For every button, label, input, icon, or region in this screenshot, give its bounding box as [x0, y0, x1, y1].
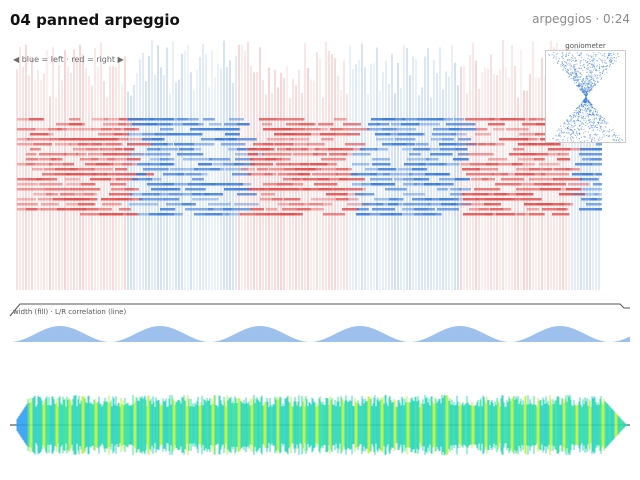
spectrogram-bars: [16, 40, 602, 290]
width-fill: [10, 326, 630, 342]
correlation-line: [9, 303, 630, 317]
pan-legend: ◀ blue = left · red = right ▶: [13, 55, 124, 64]
waveform: [10, 395, 630, 455]
waveform-body: [16, 395, 628, 455]
stereo-width-plot: [9, 303, 630, 342]
panned-spectrogram: [16, 40, 602, 290]
goniometer-points: [548, 52, 624, 142]
goniometer: [545, 50, 626, 143]
width-plot-label: width (fill) · L/R correlation (line): [13, 308, 127, 316]
track-title: 04 panned arpeggio: [10, 11, 180, 29]
goniometer-label: goniometer: [565, 42, 606, 50]
track-meta: arpeggios · 0:24: [532, 12, 630, 26]
